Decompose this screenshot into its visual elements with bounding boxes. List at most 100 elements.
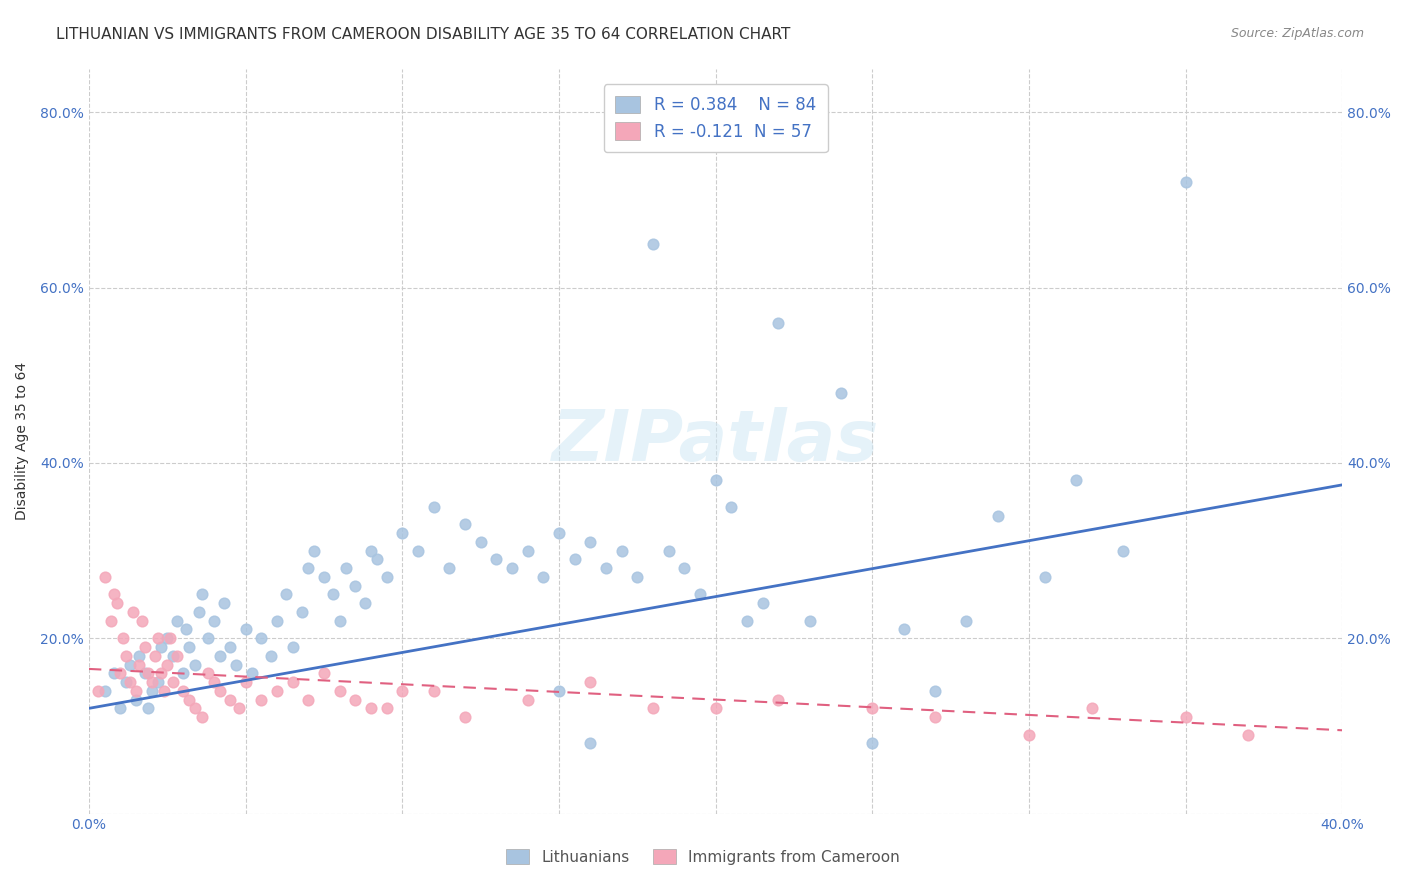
- Point: [276, 587, 298, 601]
- Point: [291, 605, 314, 619]
- Point: [159, 632, 181, 646]
- Point: [704, 701, 727, 715]
- Point: [1112, 543, 1135, 558]
- Point: [768, 692, 790, 706]
- Point: [209, 648, 232, 663]
- Point: [344, 579, 367, 593]
- Point: [131, 614, 153, 628]
- Point: [893, 623, 915, 637]
- Point: [156, 632, 179, 646]
- Point: [266, 614, 288, 628]
- Point: [103, 666, 125, 681]
- Point: [657, 543, 679, 558]
- Point: [454, 710, 477, 724]
- Point: [179, 640, 201, 654]
- Point: [768, 316, 790, 330]
- Point: [115, 675, 138, 690]
- Point: [118, 675, 141, 690]
- Point: [166, 648, 188, 663]
- Point: [250, 632, 273, 646]
- Point: [751, 596, 773, 610]
- Point: [212, 596, 235, 610]
- Point: [179, 692, 201, 706]
- Point: [1018, 728, 1040, 742]
- Point: [190, 710, 212, 724]
- Point: [250, 692, 273, 706]
- Point: [1033, 570, 1056, 584]
- Legend: R = 0.384    N = 84, R = -0.121  N = 57: R = 0.384 N = 84, R = -0.121 N = 57: [603, 85, 828, 153]
- Point: [141, 675, 163, 690]
- Point: [1064, 474, 1087, 488]
- Point: [335, 561, 357, 575]
- Point: [391, 683, 413, 698]
- Point: [641, 701, 664, 715]
- Point: [353, 596, 375, 610]
- Point: [641, 236, 664, 251]
- Point: [626, 570, 648, 584]
- Point: [281, 640, 304, 654]
- Point: [1174, 710, 1197, 724]
- Point: [138, 666, 160, 681]
- Point: [366, 552, 388, 566]
- Point: [322, 587, 344, 601]
- Point: [516, 543, 538, 558]
- Point: [128, 648, 150, 663]
- Point: [312, 570, 335, 584]
- Point: [470, 534, 492, 549]
- Point: [128, 657, 150, 672]
- Point: [1080, 701, 1102, 715]
- Point: [125, 683, 148, 698]
- Point: [391, 526, 413, 541]
- Point: [501, 561, 523, 575]
- Point: [924, 683, 946, 698]
- Point: [146, 632, 169, 646]
- Point: [156, 657, 179, 672]
- Point: [799, 614, 821, 628]
- Point: [118, 657, 141, 672]
- Point: [93, 570, 115, 584]
- Point: [218, 640, 240, 654]
- Point: [190, 587, 212, 601]
- Point: [735, 614, 758, 628]
- Point: [162, 675, 184, 690]
- Point: [125, 692, 148, 706]
- Point: [184, 701, 207, 715]
- Point: [209, 683, 232, 698]
- Point: [375, 701, 398, 715]
- Point: [266, 683, 288, 698]
- Point: [297, 692, 319, 706]
- Point: [720, 500, 742, 514]
- Point: [166, 614, 188, 628]
- Point: [146, 675, 169, 690]
- Point: [197, 632, 219, 646]
- Point: [153, 683, 176, 698]
- Point: [100, 614, 122, 628]
- Point: [218, 692, 240, 706]
- Point: [987, 508, 1010, 523]
- Point: [297, 561, 319, 575]
- Point: [281, 675, 304, 690]
- Point: [422, 683, 444, 698]
- Point: [121, 605, 143, 619]
- Point: [689, 587, 711, 601]
- Point: [531, 570, 554, 584]
- Point: [228, 701, 250, 715]
- Point: [1237, 728, 1260, 742]
- Point: [595, 561, 617, 575]
- Point: [564, 552, 586, 566]
- Point: [202, 675, 225, 690]
- Point: [259, 648, 281, 663]
- Legend: Lithuanians, Immigrants from Cameroon: Lithuanians, Immigrants from Cameroon: [496, 838, 910, 875]
- Point: [437, 561, 460, 575]
- Point: [184, 657, 207, 672]
- Point: [579, 675, 602, 690]
- Point: [172, 666, 194, 681]
- Point: [108, 701, 131, 715]
- Point: [174, 623, 197, 637]
- Point: [406, 543, 429, 558]
- Point: [860, 736, 883, 750]
- Point: [360, 701, 382, 715]
- Text: LITHUANIAN VS IMMIGRANTS FROM CAMEROON DISABILITY AGE 35 TO 64 CORRELATION CHART: LITHUANIAN VS IMMIGRANTS FROM CAMEROON D…: [56, 27, 790, 42]
- Point: [360, 543, 382, 558]
- Point: [304, 543, 326, 558]
